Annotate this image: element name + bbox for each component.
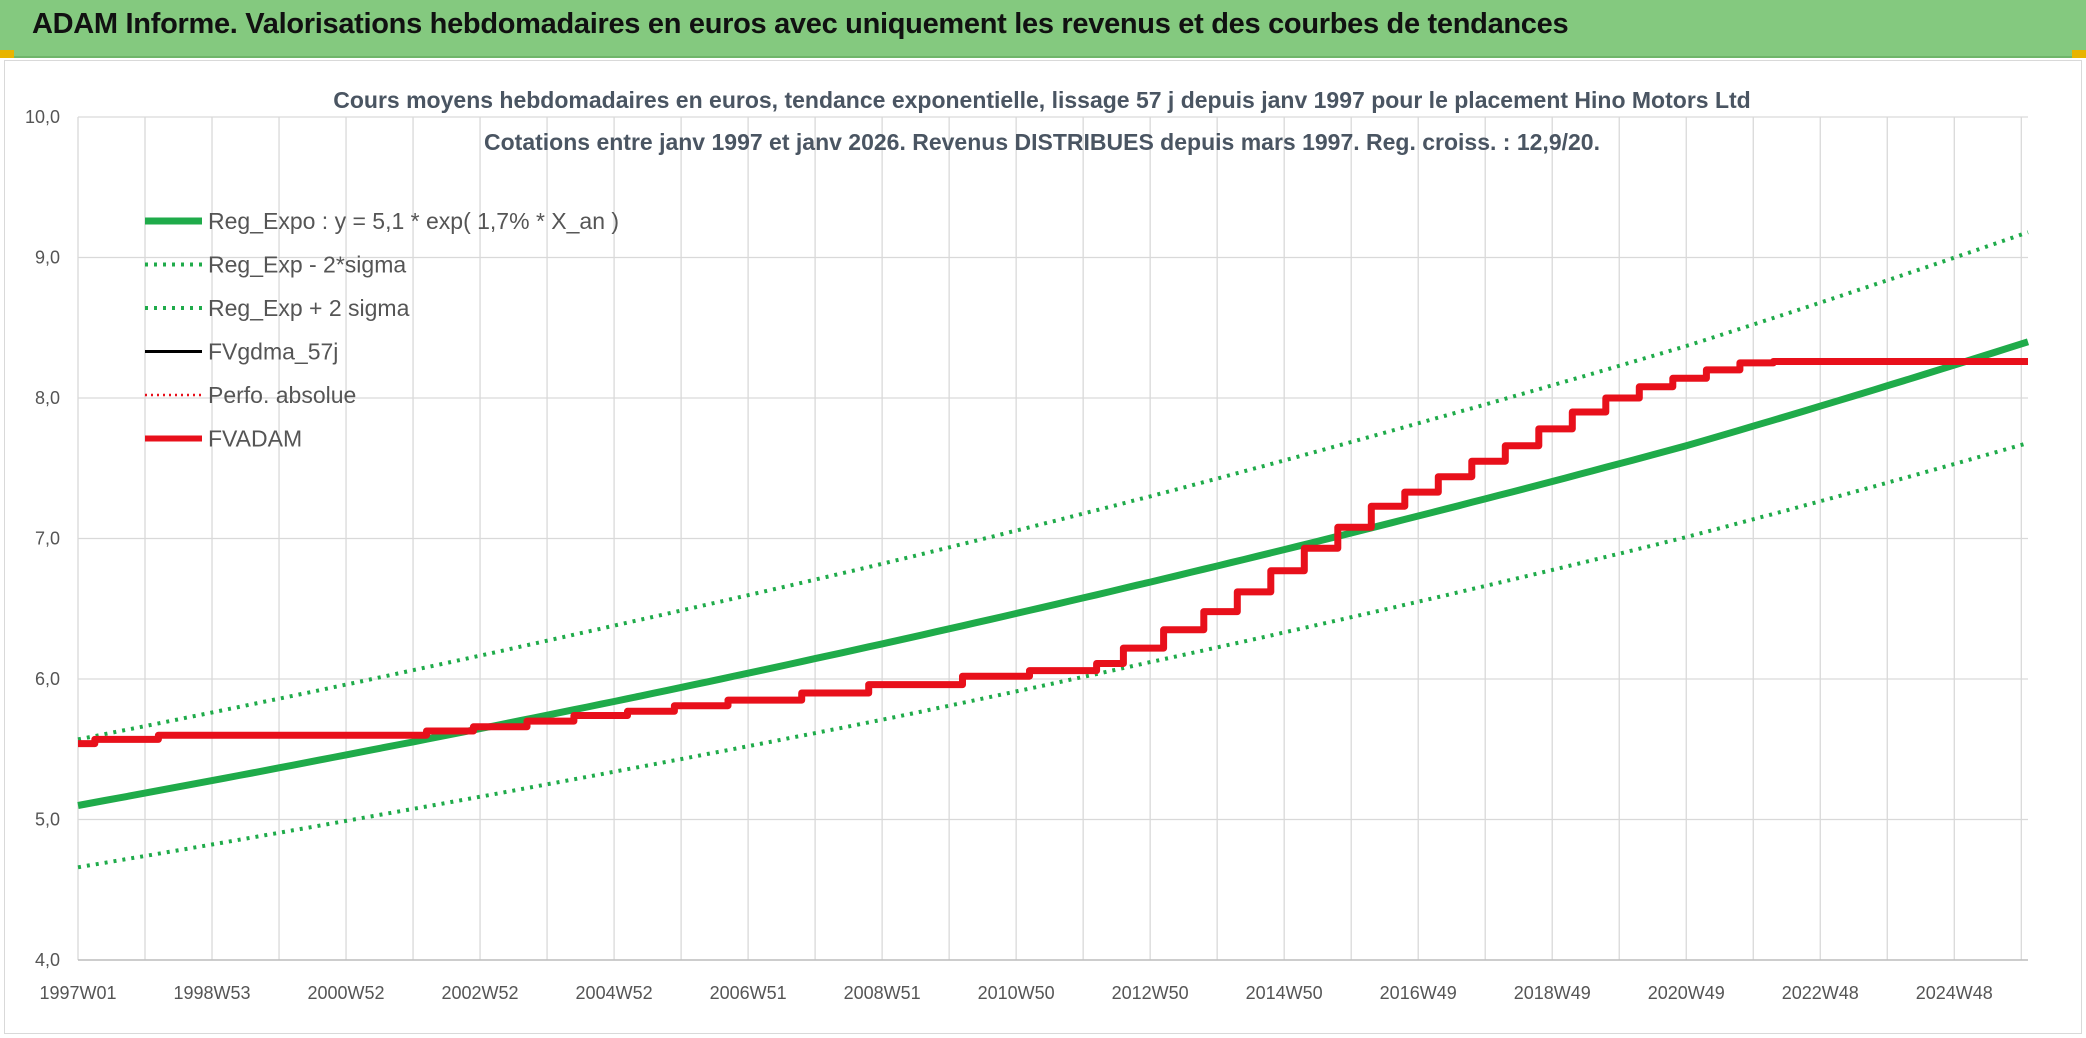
x-tick-label: 2002W52 — [442, 983, 519, 1003]
y-tick-label: 5,0 — [35, 810, 60, 830]
y-tick-label: 4,0 — [35, 950, 60, 970]
corner-marker-left — [0, 50, 14, 58]
x-tick-label: 2022W48 — [1782, 983, 1859, 1003]
x-tick-label: 1997W01 — [39, 983, 116, 1003]
chart-frame — [4, 60, 2082, 1034]
x-tick-label: 2020W49 — [1648, 983, 1725, 1003]
x-tick-label: 1998W53 — [173, 983, 250, 1003]
legend-label: Reg_Exp - 2*sigma — [208, 252, 406, 278]
y-tick-label: 6,0 — [35, 669, 60, 689]
legend-label: FVADAM — [208, 426, 302, 452]
reg-expo-line — [77, 338, 2030, 809]
fvgdma-line — [78, 360, 2028, 745]
x-tick-label: 2018W49 — [1514, 983, 1591, 1003]
x-tick-label: 2010W50 — [978, 983, 1055, 1003]
report-title: ADAM Informe. Valorisations hebdomadaire… — [32, 8, 1569, 40]
chart-grid — [77, 116, 2028, 961]
fvadam-line — [78, 358, 2028, 748]
chart-subtitle: Cotations entre janv 1997 et janv 2026. … — [484, 129, 1600, 155]
x-tick-label: 2004W52 — [576, 983, 653, 1003]
y-axis-ticks: 4,0 5,0 6,0 7,0 8,0 9,0 10,0 — [25, 107, 60, 970]
legend-label: Reg_Expo : y = 5,1 * exp( 1,7% * X_an ) — [208, 208, 619, 234]
chart-legend: Reg_Expo : y = 5,1 * exp( 1,7% * X_an ) R… — [145, 208, 619, 452]
legend-label: FVgdma_57j — [208, 339, 338, 365]
x-tick-label: 2006W51 — [710, 983, 787, 1003]
legend-label: Reg_Exp + 2 sigma — [208, 295, 410, 321]
y-tick-label: 7,0 — [35, 529, 60, 549]
x-axis-ticks: 1997W01 1998W53 2000W52 2002W52 2004W52 2006W… — [39, 983, 1992, 1003]
chart-series — [77, 230, 2030, 870]
chart-title: Cours moyens hebdomadaires en euros, ten… — [333, 87, 1750, 113]
report-banner: ADAM Informe. Valorisations hebdomadaire… — [0, 0, 2086, 58]
y-tick-label: 9,0 — [35, 248, 60, 268]
y-tick-label: 10,0 — [25, 107, 60, 127]
x-tick-label: 2000W52 — [308, 983, 385, 1003]
y-tick-label: 8,0 — [35, 388, 60, 408]
reg-minus-2sigma-line — [77, 441, 2029, 870]
x-tick-label: 2012W50 — [1112, 983, 1189, 1003]
x-tick-label: 2016W49 — [1380, 983, 1457, 1003]
x-tick-label: 2008W51 — [844, 983, 921, 1003]
corner-marker-right — [2072, 50, 2086, 58]
legend-label: Perfo. absolue — [208, 382, 356, 408]
x-tick-label: 2024W48 — [1916, 983, 1993, 1003]
x-tick-label: 2014W50 — [1246, 983, 1323, 1003]
